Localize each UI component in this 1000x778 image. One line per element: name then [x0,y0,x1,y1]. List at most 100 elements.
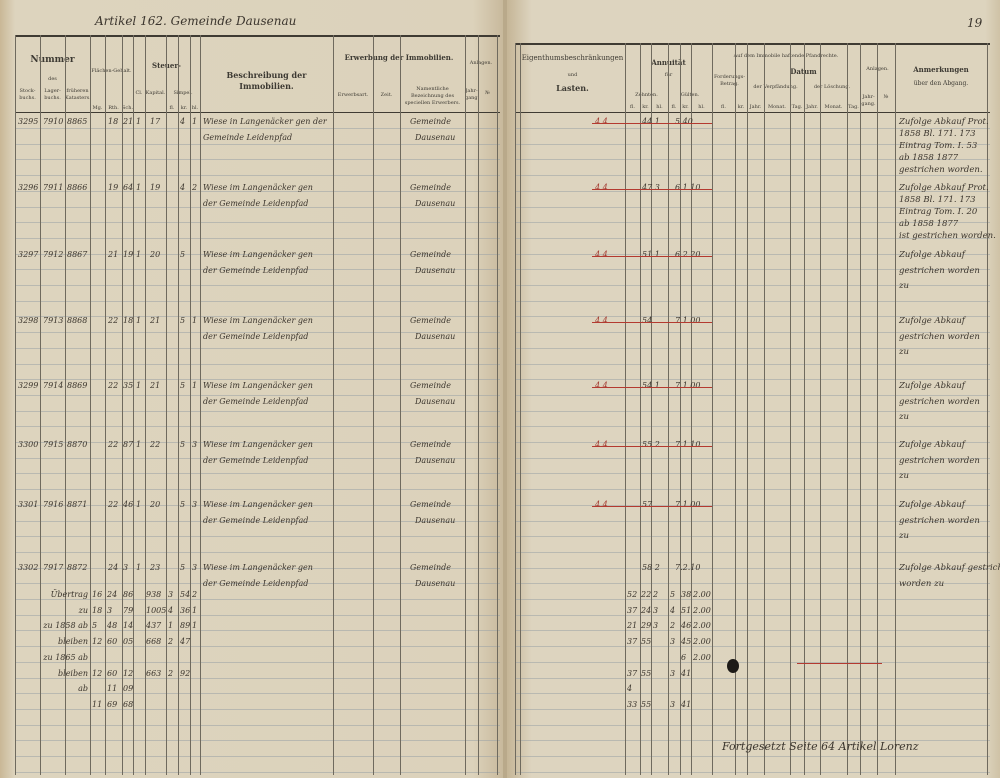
total-value: 3 [168,590,174,599]
ruled-line [515,489,990,491]
header-zeit: Zeit. [380,92,393,98]
zehnten-annuity: 54 [642,316,653,325]
remark-line: zu [899,471,909,481]
total-value: 938 [146,590,162,599]
total-value: 2 [192,590,198,599]
ruled-line [515,285,990,286]
description-line: Wiese im Langenäcker gen [203,183,313,192]
kataster-number: 8868 [67,316,88,325]
header-forderungs: Forderungs-Betrag. [713,74,746,87]
tax-class: 1 [136,500,142,509]
ruled-line [515,630,990,632]
ruled-line [15,473,500,475]
unit-zehnten-hl: hl. [656,104,663,110]
ruled-line [515,300,990,302]
unit-zehnten-kr: kr. [642,104,649,110]
guelten-annuity: 5.40 [675,117,693,126]
header-lasten: Lasten. [556,83,589,93]
description-line: der Gemeinde Leidenpfad [203,199,309,208]
column-rule [668,43,669,775]
ruled-line [515,756,990,757]
header-bottom-rule [515,112,990,113]
ruled-line [15,175,500,177]
page-number: 19 [967,16,983,30]
remark-line: 1858 Bl. 171. 173 [899,129,976,139]
strike-through-line [592,322,712,323]
acquirer-line: Dausenau [415,397,456,406]
total-value: 37 [627,637,638,647]
header-des: des [48,76,57,82]
column-rule [166,35,167,775]
simpel-hl: 3 [192,563,198,572]
total-value: 2 [670,621,676,631]
ruled-line [15,269,500,271]
total-value: 22 [641,590,652,599]
ruled-line [15,504,500,506]
description-line: der Gemeinde Leidenpfad [203,266,309,275]
total-value: 69 [107,699,118,709]
lagerbuch-number: 7916 [43,500,64,509]
area-sch: 21 [123,117,134,126]
zehnten-annuity: 47 3 [642,183,660,192]
lagerbuch-number: 7917 [43,563,64,572]
stockbuch-number: 3298 [18,316,39,325]
ruled-line [515,143,990,145]
kataster-number: 8872 [67,563,88,572]
total-value: 33 [627,699,638,709]
ruled-line [15,190,500,192]
guelten-annuity: 7.1.00 [675,500,701,509]
header-top-rule [515,43,990,45]
ruled-line [515,567,990,569]
total-value: 663 [146,668,162,678]
ruled-line [15,661,500,663]
tax-capital: 22 [150,440,161,449]
acquirer-line: Dausenau [415,266,456,275]
ruled-line [15,300,500,302]
lasten-value: 4.4 [595,250,608,259]
ruled-line [515,410,990,412]
column-rule [520,43,521,775]
strike-through-line [592,506,712,507]
header-loeschung: der Löschung. [813,84,851,90]
ruled-line [15,646,500,648]
total-value: 55 [641,699,652,709]
column-rule [133,35,134,775]
kataster-number: 8871 [67,500,88,509]
total-value: 6 [681,652,687,662]
simpel-hl: 1 [192,117,198,126]
ruled-line [515,128,990,129]
total-value: 2.00 [693,637,711,647]
area-sch: 18 [123,316,134,325]
tax-class: 1 [136,316,142,325]
remark-line: worden zu [899,578,945,589]
remark-line: Zufolge Abkauf [899,316,965,326]
ruled-line [515,536,990,538]
verpfaendung-monat-label: Monat. [768,104,786,110]
guelten-annuity: 7.1.00 [675,381,701,390]
column-rule [105,35,106,775]
header-stockbuchs: Stock-buchs. [19,88,36,101]
header-top-rule [15,35,500,37]
description-line: der Gemeinde Leidenpfad [203,332,309,341]
simpel-kr: 5 [180,250,186,259]
unit-sch: Sch. [122,105,134,111]
lagerbuch-number: 7911 [43,183,64,192]
column-rule [804,43,805,775]
ruled-line [15,677,500,679]
unit-guelten-kr: kr. [682,104,689,110]
lasten-value: 4.4 [595,183,608,192]
header-datum: Datum [747,66,860,77]
ruled-line [515,159,990,161]
total-value: 21 [627,621,638,631]
header-kapital: Kapital. [145,90,166,96]
lagerbuch-number: 7912 [43,250,64,259]
column-rule [847,43,848,775]
ruled-line [515,394,990,396]
remark-line: Zufolge Abkauf Prot. [899,183,989,193]
column-rule [465,35,466,775]
lasten-value: 4.4 [595,500,608,509]
ruled-line [15,159,500,161]
column-rule [987,43,988,775]
header-kataster: früheren Katasters. [65,88,91,101]
tax-capital: 17 [150,117,161,126]
